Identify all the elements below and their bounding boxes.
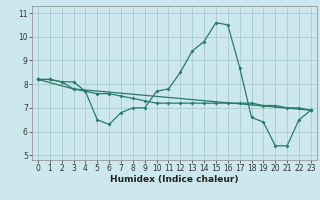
X-axis label: Humidex (Indice chaleur): Humidex (Indice chaleur) [110,175,239,184]
